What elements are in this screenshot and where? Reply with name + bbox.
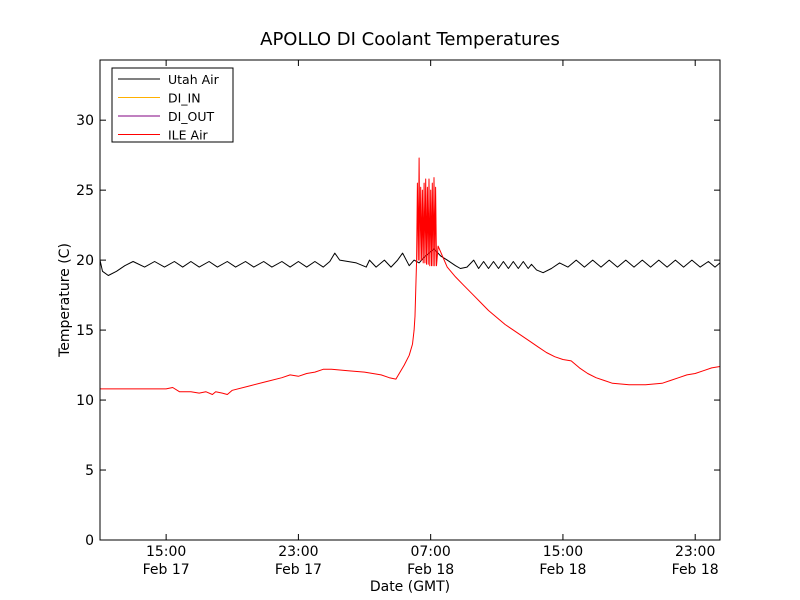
plot-frame (99, 59, 721, 541)
legend-label: Utah Air (168, 72, 220, 87)
y-tick-label: 30 (76, 113, 94, 129)
series-line-ile-air (100, 157, 720, 395)
series-lines (100, 157, 720, 395)
legend-box (111, 67, 234, 143)
x-tick-date-label: Feb 18 (407, 562, 454, 578)
x-tick-time-label: 23:00 (278, 544, 318, 560)
y-tick-label: 25 (76, 183, 94, 199)
series-line-utah-air (100, 248, 720, 276)
tick-marks (100, 60, 720, 541)
legend: Utah Air DI_IN DI_OUT ILE Air (111, 67, 234, 143)
x-tick-date-label: Feb 17 (143, 562, 190, 578)
y-tick-label: 10 (76, 393, 94, 409)
y-axis-label: Temperature (C) (57, 243, 73, 358)
x-tick-time-label: 23:00 (675, 544, 715, 560)
x-tick-date-label: Feb 18 (539, 562, 586, 578)
y-tick-label: 15 (76, 323, 94, 339)
chart-title: APOLLO DI Coolant Temperatures (260, 29, 560, 50)
y-tick-label: 5 (85, 463, 94, 479)
legend-label: ILE Air (168, 128, 209, 143)
x-tick-time-label: 15:00 (543, 544, 583, 560)
x-tick-date-label: Feb 18 (672, 562, 719, 578)
x-tick-time-label: 15:00 (146, 544, 186, 560)
y-tick-label: 0 (85, 533, 94, 549)
legend-label: DI_IN (168, 91, 201, 106)
legend-label: DI_OUT (168, 109, 215, 124)
x-axis-label: Date (GMT) (370, 579, 450, 595)
plot-area (100, 157, 720, 395)
x-tick-date-label: Feb 17 (275, 562, 322, 578)
tick-labels: 0 5 10 15 20 25 30 15:00 Feb 17 23:00 Feb 17 07:00 F… (76, 113, 719, 578)
x-tick-time-label: 07:00 (410, 544, 450, 560)
y-tick-label: 20 (76, 253, 94, 269)
